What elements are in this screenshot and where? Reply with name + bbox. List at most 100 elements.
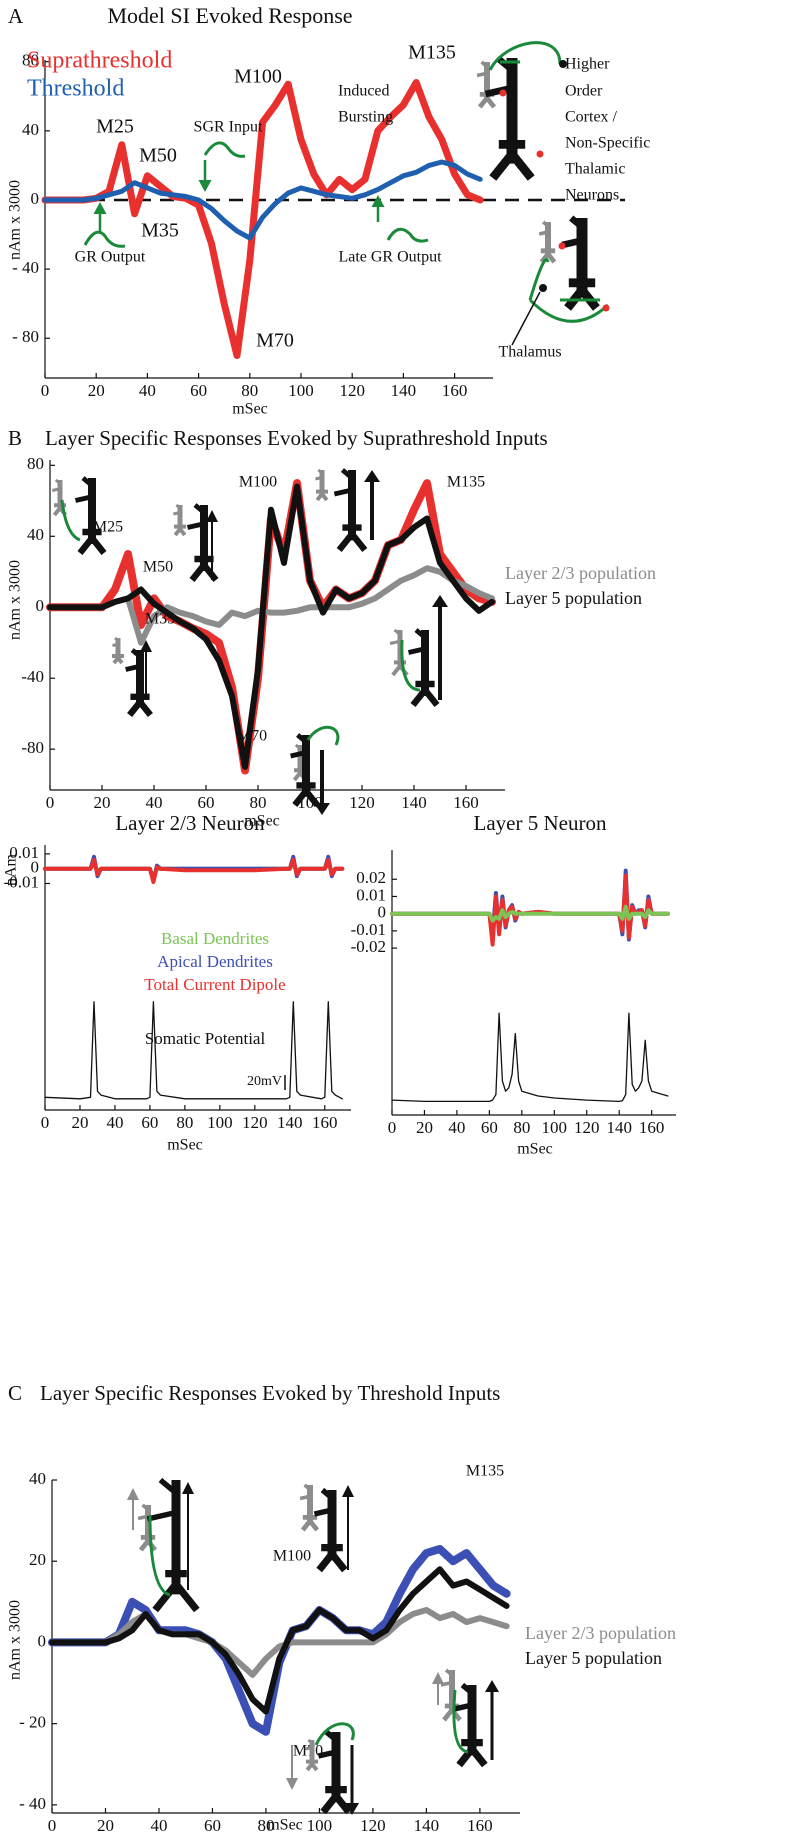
annotation: M70 (293, 1743, 323, 1760)
synapse-dot (602, 304, 610, 312)
y-tick-label: 80 (27, 454, 44, 473)
y-tick-label: 0 (31, 189, 40, 208)
neuron-glyph (484, 55, 515, 98)
arrow-head (286, 1778, 298, 1790)
x-tick-label: 140 (391, 381, 417, 400)
x-axis-label: mSec (232, 401, 268, 418)
connection (60, 499, 81, 542)
neuron-glyph (539, 248, 557, 264)
neuron-glyph (389, 628, 401, 645)
x-tick-label: 0 (46, 793, 55, 812)
neuron-glyph (173, 503, 181, 516)
neuron-glyph (173, 524, 187, 537)
y-tick-label: - 40 (19, 1794, 46, 1813)
x-tick-label: 20 (97, 1816, 114, 1834)
arrow-head (127, 1488, 139, 1500)
neuron-glyph (125, 648, 142, 672)
neuron-glyph (152, 1570, 200, 1613)
neuron-glyph (538, 220, 550, 236)
x-axis-label: mSec (517, 1141, 553, 1158)
connection (314, 1722, 355, 1746)
neuron-glyph (564, 278, 600, 311)
arrow-head (140, 640, 152, 652)
annotation: M100 (234, 66, 282, 88)
annotation: Thalamic (565, 161, 625, 178)
neuron-glyph (127, 693, 153, 717)
annotation: M35 (141, 220, 179, 242)
panel-label: B (8, 426, 22, 450)
y-tick-label: -80 (21, 738, 44, 757)
synapse-dot (499, 89, 507, 97)
x-tick-label: 120 (574, 1118, 600, 1137)
x-tick-label: 160 (467, 1816, 493, 1834)
arrow-head (345, 1803, 359, 1815)
legend-label: Layer 5 population (525, 1648, 662, 1668)
x-tick-label: 40 (146, 793, 163, 812)
series-line (41, 79, 484, 359)
annotation: M135 (447, 474, 485, 491)
neuron-glyph (440, 1668, 454, 1687)
neuron-glyph (290, 733, 308, 759)
chart-title: Layer Specific Responses Evoked by Supra… (45, 426, 548, 450)
x-tick-label: 140 (277, 1113, 303, 1132)
y-tick-label: 0 (36, 596, 45, 615)
annotation: SGR Input (194, 119, 263, 136)
y-axis-label: nAm x 3000 (7, 1600, 24, 1680)
x-tick-label: 80 (250, 793, 267, 812)
neuron-glyph (74, 476, 94, 503)
x-tick-label: 100 (307, 1816, 333, 1834)
legend-label: Suprathreshold (27, 48, 172, 74)
arrow-head (371, 195, 385, 207)
y-tick-label: -40 (21, 667, 44, 686)
neuron-glyph (476, 60, 489, 78)
x-tick-label: 120 (339, 381, 365, 400)
annotation: M25 (96, 116, 134, 138)
x-tick-label: 20 (94, 793, 111, 812)
legend-label: Total Current Dipole (144, 975, 285, 994)
x-tick-label: 0 (41, 1113, 50, 1132)
neuron-glyph (77, 528, 107, 555)
neuron-glyph (138, 1535, 158, 1552)
legend-label: Threshold (27, 76, 124, 102)
x-tick-label: 80 (176, 1113, 193, 1132)
y-tick-label: 40 (29, 1469, 46, 1488)
annotation: M100 (239, 474, 277, 491)
arrow-head (314, 803, 330, 815)
neuron-glyph (292, 782, 320, 807)
x-tick-label: 80 (257, 1816, 274, 1834)
y-tick-label: - 40 (12, 258, 39, 277)
y-tick-label: 0.02 (356, 868, 386, 887)
neuron-glyph (299, 1483, 312, 1501)
y-tick-label: 80 (22, 51, 39, 70)
arrow-head (93, 202, 107, 214)
annotation: Order (565, 83, 603, 100)
node (559, 60, 567, 68)
node (539, 284, 547, 292)
connection (203, 141, 246, 158)
connection (452, 1689, 469, 1754)
arrow-head (364, 470, 380, 482)
scale-bar-label: 20mV (247, 1074, 282, 1089)
neuron-glyph (112, 654, 124, 665)
y-tick-label: -0.01 (351, 920, 386, 939)
series-line (391, 1012, 669, 1103)
neuron-glyph (317, 1729, 338, 1759)
synapse-dot (536, 150, 544, 158)
y-tick-label: 0 (378, 903, 387, 922)
x-tick-label: 40 (106, 1113, 123, 1132)
annotation: M50 (143, 559, 173, 576)
x-tick-label: 20 (416, 1118, 433, 1137)
x-tick-label: 40 (139, 381, 156, 400)
neuron-glyph (456, 1739, 488, 1768)
annotation: Thalamus (498, 344, 561, 361)
arrow-head (198, 180, 212, 192)
chart-title: Model SI Evoked Response (107, 3, 352, 28)
neuron-glyph (112, 636, 119, 647)
x-tick-label: 140 (401, 793, 427, 812)
y-tick-label: - 20 (19, 1713, 46, 1732)
legend-label: Layer 2/3 population (505, 563, 656, 583)
neuron-glyph (51, 478, 61, 492)
y-tick-label: 0.01 (9, 843, 39, 862)
neuron-glyph (313, 1487, 334, 1517)
y-tick-label: 0 (31, 858, 40, 877)
